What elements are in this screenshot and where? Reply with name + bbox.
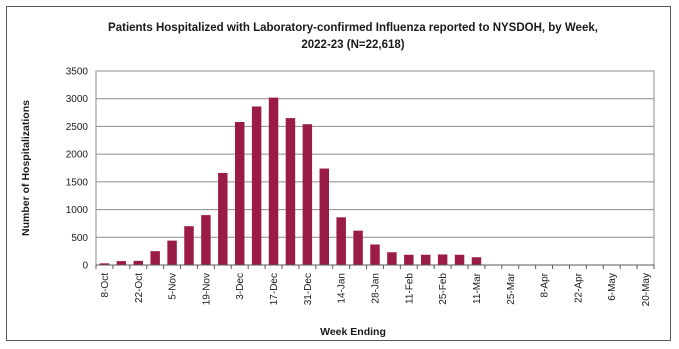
bar: [150, 251, 160, 265]
y-tick-label: 2000: [66, 150, 89, 161]
x-tick-label: 8-Apr: [540, 272, 551, 297]
bar: [251, 106, 262, 265]
bar: [201, 215, 211, 265]
x-tick-label: 31-Dec: [303, 273, 314, 305]
bar: [285, 118, 296, 265]
x-tick-label: 28-Jan: [371, 273, 382, 304]
x-tick-labels: 8-Oct 22-Oct 5-Nov 19-Nov 3-Dec 17-Dec 31-Dec 1…: [100, 272, 652, 306]
y-tick-label: 0: [82, 261, 88, 272]
bar: [471, 257, 482, 265]
x-tick-label: 5-Nov: [168, 273, 179, 300]
x-tick-label: 8-Oct: [100, 273, 111, 298]
y-tick-label: 500: [71, 233, 88, 244]
bar-series: [99, 97, 482, 265]
x-tick-label: 6-May: [607, 273, 618, 301]
bar: [167, 240, 177, 265]
y-tick-label: 3500: [66, 67, 89, 78]
x-tick-label: 22-Apr: [573, 272, 584, 303]
chart-frame: Patients Hospitalized with Laboratory-co…: [6, 6, 671, 341]
bar: [184, 226, 194, 265]
bar: [370, 244, 380, 265]
x-tick-label: 11-Mar: [472, 272, 483, 304]
bar: [336, 217, 346, 265]
bar: [218, 172, 228, 265]
bar: [99, 263, 110, 265]
x-tick-label: 3-Dec: [235, 273, 246, 300]
y-tick-label: 2500: [66, 122, 89, 133]
x-tick-label: 20-May: [641, 273, 652, 306]
x-axis-title: Week Ending: [320, 326, 386, 338]
bar: [234, 121, 245, 265]
axes: [95, 70, 655, 269]
bar: [420, 254, 431, 265]
x-tick-label: 17-Dec: [269, 273, 280, 305]
influenza-hospitalizations-chart: Patients Hospitalized with Laboratory-co…: [20, 22, 655, 338]
x-tick-label: 25-Mar: [506, 272, 517, 304]
x-tick-label: 25-Feb: [438, 273, 449, 305]
y-tick-label: 3000: [66, 94, 89, 105]
gridlines: [96, 70, 654, 238]
chart-title-line2: 2022-23 (N=22,618): [301, 39, 404, 51]
bar: [302, 124, 313, 265]
bar: [437, 254, 448, 265]
x-tick-label: 11-Feb: [404, 273, 415, 304]
bar: [404, 254, 414, 265]
bar: [116, 261, 127, 265]
y-tick-label: 1500: [66, 177, 89, 188]
bar: [133, 260, 144, 265]
chart-title-line1: Patients Hospitalized with Laboratory-co…: [108, 22, 598, 34]
y-tick-label: 1000: [66, 205, 89, 216]
bar: [268, 97, 279, 265]
x-tick-label: 22-Oct: [134, 273, 145, 303]
plot-border: [95, 70, 655, 266]
y-tick-labels: 0 500 1000 1500 2000 2500 3000 3500: [66, 67, 89, 272]
y-axis-title: Number of Hospitalizations: [20, 100, 32, 236]
bar: [319, 168, 330, 265]
x-tick-label: 14-Jan: [337, 273, 348, 304]
bar: [353, 230, 363, 265]
bar: [387, 252, 397, 265]
x-tick-label: 19-Nov: [201, 273, 212, 305]
bar: [454, 254, 465, 265]
